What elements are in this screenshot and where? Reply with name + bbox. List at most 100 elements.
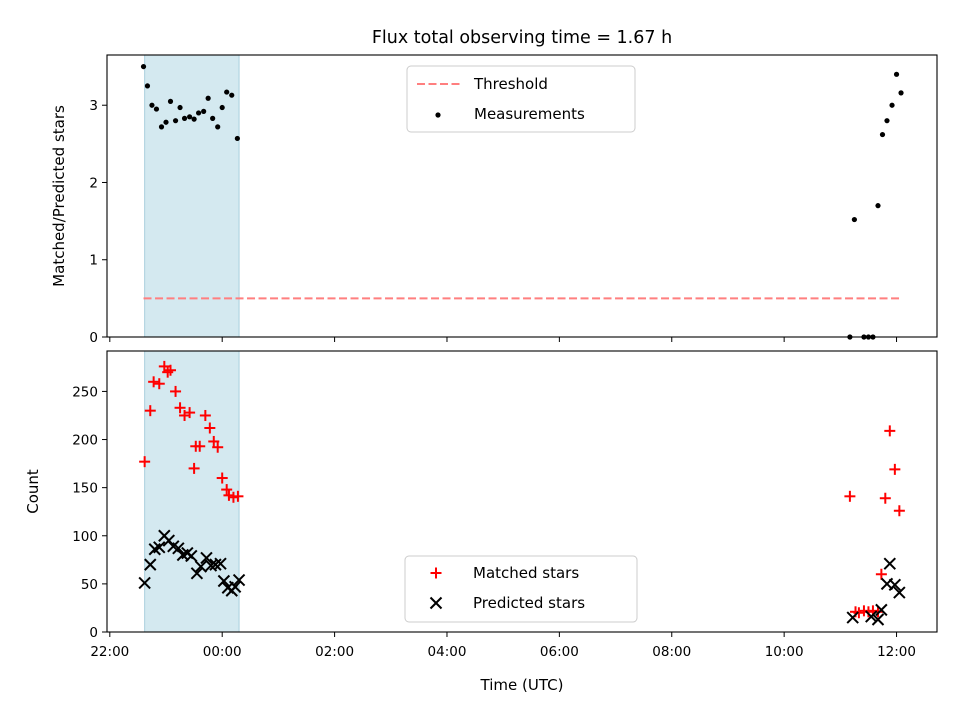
matched-star-point [884,425,896,437]
x-tick-label: 04:00 [428,644,467,660]
matched-star-point [165,364,177,376]
predicted-star-point [194,560,208,573]
predicted-stars-points [138,529,906,626]
measurement-point [195,110,202,116]
matched-star-point [889,463,901,475]
predicted-star-point [217,574,231,588]
x-tick-label: 08:00 [652,644,691,660]
bottom-y-ticks: 0 50 100 150 200 250 [72,384,107,641]
matched-star-point [148,376,160,388]
matched-star-point [188,462,200,474]
top-y-axis-label: Matched/Predicted stars [50,105,68,287]
measurement-point [229,92,235,98]
predicted-star-point [888,578,902,592]
chart-title: Flux total observing time = 1.67 h [372,28,672,48]
legend-matched-marker [430,567,442,579]
bottom-panel: 0 50 100 150 200 250 22:00 00:00 02:00 04:00 06:0… [24,350,938,694]
legend-measurements-swatch [435,112,441,118]
measurement-point [234,135,240,142]
matched-star-point [158,360,170,372]
bottom-y-tick-label: 0 [89,625,98,641]
measurement-point [210,115,216,121]
measurement-point [879,131,886,138]
predicted-star-point [172,542,185,555]
x-axis-label: Time (UTC) [480,676,564,694]
measurement-point [191,116,197,122]
matched-star-point [872,606,884,618]
predicted-star-point [883,557,897,570]
measurement-point [205,95,211,101]
legend-matched-label: Matched stars [473,564,579,582]
predicted-star-point [144,558,157,571]
measurement-point [201,108,207,114]
predicted-star-point [871,613,885,626]
matched-star-point [204,422,216,434]
predicted-star-point [846,611,859,624]
measurement-point [215,124,221,130]
predicted-star-point [232,573,246,587]
legend-measurements-label: Measurements [474,105,585,123]
bottom-legend: Matched stars Predicted stars [404,555,638,623]
top-y-tick-label: 0 [89,330,98,346]
predicted-star-point [200,551,213,565]
matched-star-point [893,505,905,517]
legend-predicted-marker [429,596,443,610]
x-tick-label: 00:00 [203,644,242,660]
measurement-point [158,124,165,130]
matched-star-point [208,435,220,447]
predicted-star-point [893,586,906,599]
measurement-point [875,203,881,209]
predicted-star-point [228,580,242,593]
matched-star-point [184,407,196,419]
predicted-star-point [214,557,227,570]
measurement-point [144,83,151,89]
legend-threshold-label: Threshold [473,75,548,93]
matched-star-point [153,378,165,390]
matched-star-point [199,409,211,421]
measurement-point [163,119,169,125]
measurement-point [893,71,900,77]
matched-star-point [139,456,151,468]
measurement-point [153,106,160,112]
matched-star-point [232,490,244,502]
x-tick-label: 22:00 [90,644,129,660]
bottom-y-tick-label: 150 [72,481,98,497]
measurement-point [898,90,904,96]
predicted-star-point [875,603,888,617]
predicted-star-point [190,567,204,580]
legend-matched-swatch [430,567,442,579]
measurement-point [177,104,183,111]
measurement-point [224,89,230,95]
bottom-y-tick-label: 200 [72,433,98,449]
top-legend: Threshold Measurements [406,65,636,133]
measurement-point [219,104,225,111]
bottom-x-ticks: 22:00 00:00 02:00 04:00 06:00 08:00 10:00 12:00 [90,632,916,660]
top-y-tick-label: 3 [89,98,98,114]
measurement-point [884,118,890,124]
bottom-highlight-span [144,350,240,633]
matched-star-point [170,385,182,397]
top-measurement-points [140,63,904,340]
bottom-legend-box [404,555,638,623]
predicted-star-point [865,610,878,623]
top-axes-frame [106,54,938,338]
measurement-point [181,115,188,121]
predicted-star-point [185,549,198,563]
bottom-y-tick-label: 100 [72,529,98,545]
predicted-star-point [153,541,166,554]
matched-star-point [144,405,156,417]
bottom-axes-frame [106,350,938,633]
top-panel: 0 1 2 3 Matched/Predicted stars Threshold M… [50,54,938,346]
matched-star-point [844,490,856,502]
top-x-ticks [109,337,898,342]
top-legend-box [406,65,636,133]
top-y-ticks: 0 1 2 3 [89,98,107,346]
measurement-point [851,216,857,223]
predicted-star-point [204,559,218,572]
x-tick-label: 06:00 [540,644,579,660]
top-y-tick-label: 2 [89,175,98,191]
matched-star-point [174,402,186,414]
measurement-point [889,102,895,108]
x-tick-label: 12:00 [877,644,916,660]
